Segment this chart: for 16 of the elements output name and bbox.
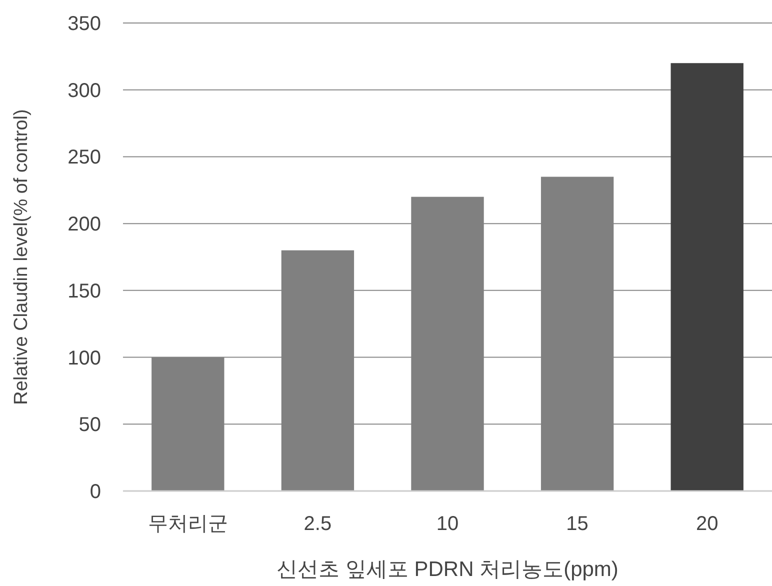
bar <box>670 63 744 491</box>
y-tick-label: 300 <box>68 80 101 102</box>
y-tick-label: 100 <box>68 347 101 370</box>
x-tick-label: 2.5 <box>304 513 332 535</box>
x-tick-label: 20 <box>696 513 718 535</box>
x-tick-label: 10 <box>436 513 459 535</box>
x-tick-label: 무처리군 <box>148 513 228 535</box>
x-axis-title: 신선초 잎세포 PDRN 처리농도(ppm) <box>276 558 618 581</box>
y-tick-label: 200 <box>68 214 101 236</box>
y-tick-label: 250 <box>68 146 101 169</box>
y-tick-label: 50 <box>78 414 101 436</box>
y-axis-title: Relative Claudin level(% of control) <box>11 109 32 405</box>
y-tick-label: 0 <box>90 481 101 503</box>
x-tick-label: 15 <box>566 513 588 535</box>
y-tick-label: 150 <box>68 280 101 302</box>
y-tick-label: 350 <box>68 13 101 35</box>
